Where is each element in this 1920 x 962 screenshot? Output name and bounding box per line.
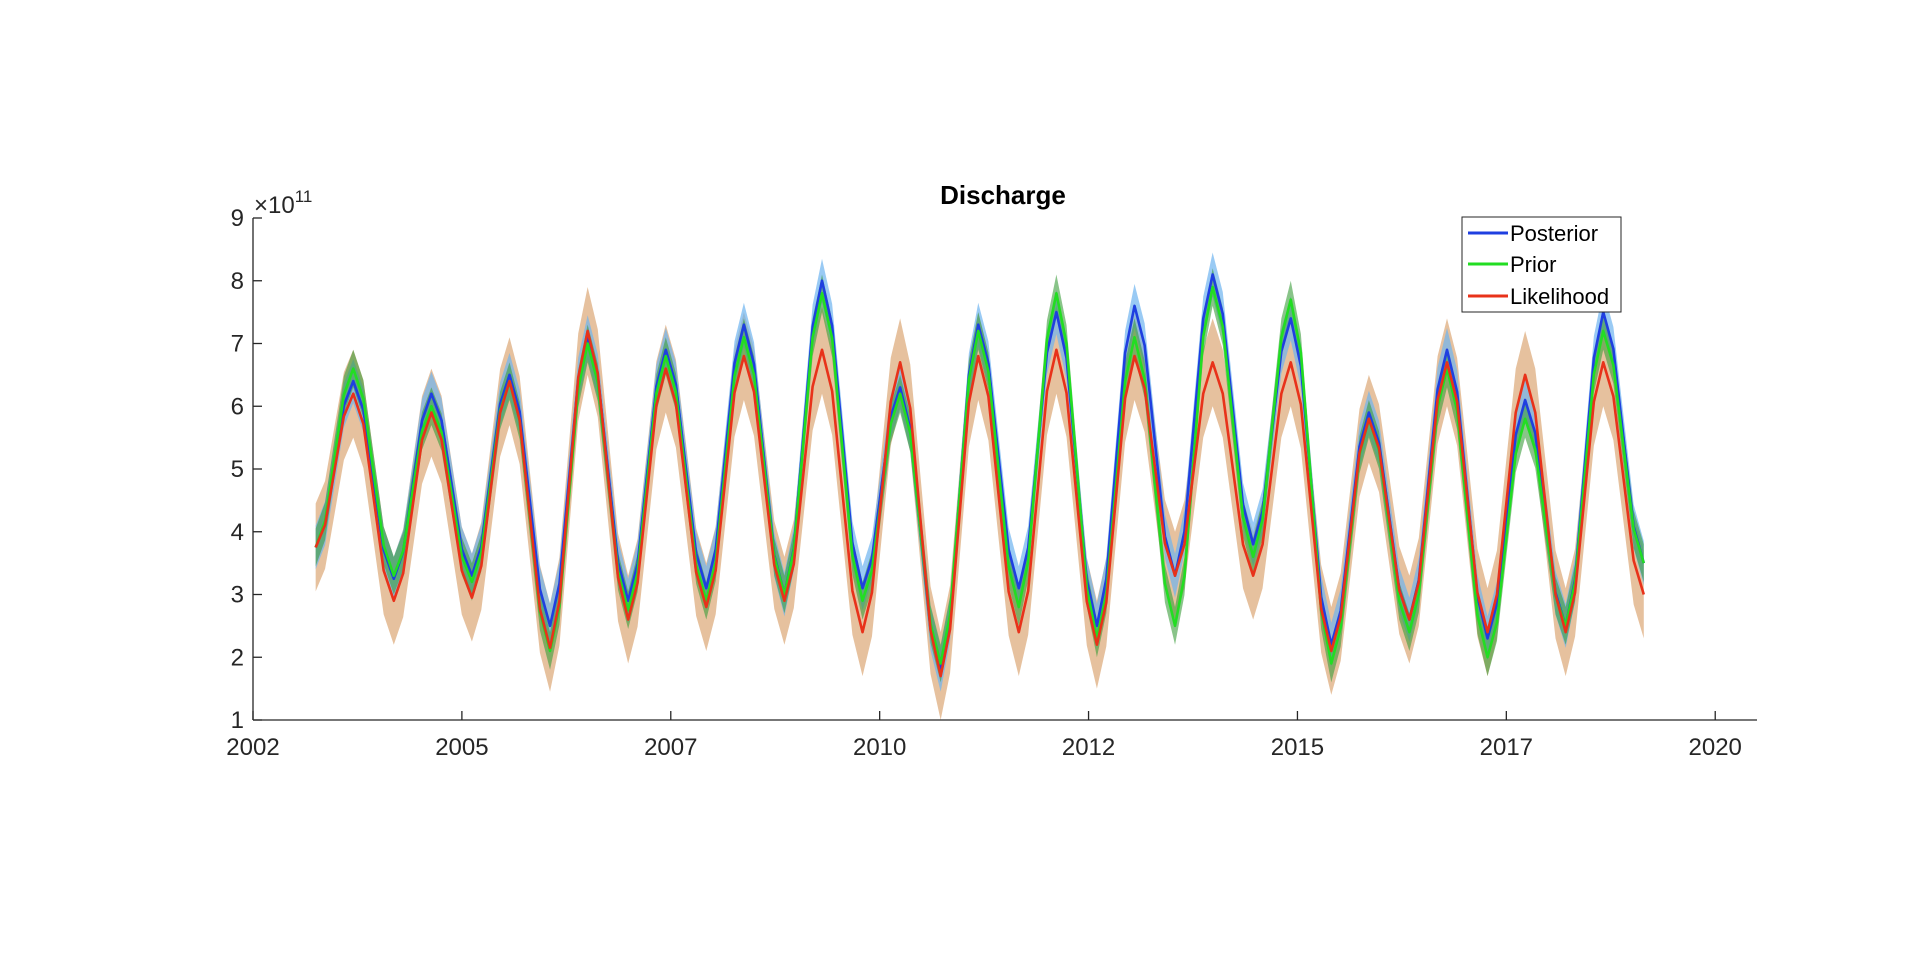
x-tick-label: 2017 [1480, 734, 1533, 761]
x-tick-label: 2020 [1689, 734, 1742, 761]
x-tick-label: 2010 [853, 734, 906, 761]
legend-label-prior: Prior [1510, 252, 1556, 277]
y-tick-label: 4 [231, 519, 244, 546]
x-ticks: 2002 2005 2007 2010 2012 2015 2017 2020 [226, 711, 1742, 761]
y-ticks: 1 2 3 4 5 6 7 8 9 [231, 205, 262, 734]
series-lines [314, 273, 1646, 678]
x-tick-label: 2015 [1271, 734, 1324, 761]
x-tick-label: 2002 [226, 734, 279, 761]
uncertainty-bands [315, 252, 1644, 720]
likelihood-band [315, 287, 1644, 720]
y-tick-label: 6 [231, 393, 244, 420]
y-tick-label: 2 [231, 644, 244, 671]
x-tick-label: 2005 [435, 734, 488, 761]
y-exponent-label: ×1011 [254, 187, 312, 219]
legend-label-likelihood: Likelihood [1510, 284, 1609, 309]
svg-text:×1011: ×1011 [254, 187, 312, 219]
chart-title: Discharge [940, 180, 1066, 210]
exponent-times: × [254, 192, 268, 219]
y-tick-label: 1 [231, 707, 244, 734]
x-tick-label: 2007 [644, 734, 697, 761]
y-tick-label: 8 [231, 268, 244, 295]
prior-band [315, 268, 1644, 683]
x-tick-label: 2012 [1062, 734, 1115, 761]
legend-label-posterior: Posterior [1510, 221, 1598, 246]
exponent-power: 11 [295, 187, 313, 206]
y-tick-label: 5 [231, 456, 244, 483]
legend: Posterior Prior Likelihood [1461, 216, 1622, 313]
likelihood-line [314, 329, 1646, 678]
y-tick-label: 9 [231, 205, 244, 232]
exponent-base: 10 [268, 192, 295, 219]
y-tick-label: 3 [231, 582, 244, 609]
y-tick-label: 7 [231, 331, 244, 358]
